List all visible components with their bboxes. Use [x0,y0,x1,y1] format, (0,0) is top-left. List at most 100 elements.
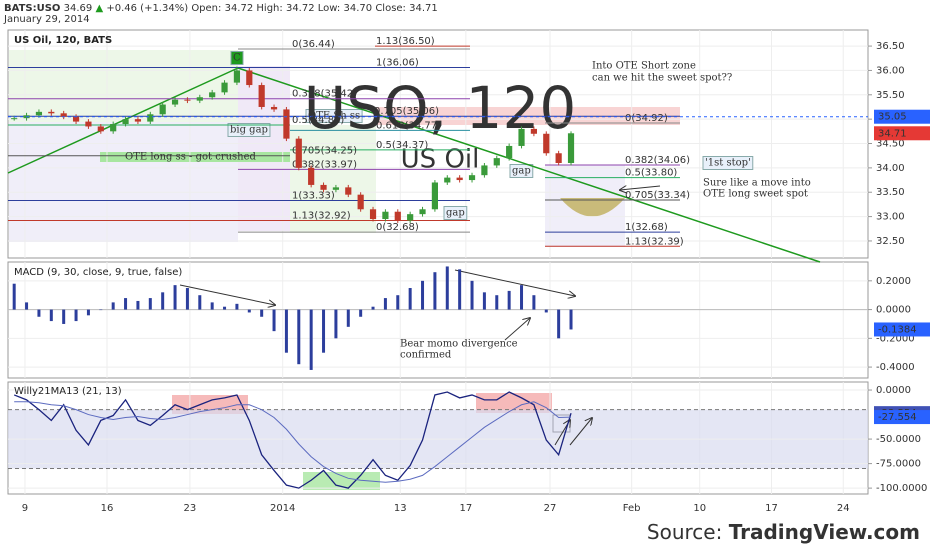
candle-body [308,167,315,185]
x-tick-label: 17 [765,503,778,514]
fib-label: 0.382(34.06) [625,155,690,166]
up-mark: ▲ [95,3,103,14]
value: 34.72 [225,3,254,14]
arrow [569,418,592,446]
arrow [179,284,275,305]
histogram-bar [458,269,462,310]
value: 34.70 [343,3,372,14]
histogram-bar [371,306,375,310]
x-tick-label: 23 [184,503,197,514]
candle-body [419,209,426,215]
histogram-bar [309,309,313,370]
macd-panel [7,261,869,379]
fib-label: 0.618(34.77) [376,120,441,131]
value: 34.72 [286,3,315,14]
label: High: [256,3,282,14]
histogram-bar [408,288,412,310]
x-tick-label: 10 [693,503,706,514]
candle-body [110,124,117,132]
zone [9,50,238,122]
annotation: gap [512,166,531,177]
fib-label: 0.5(33.80) [625,168,677,179]
candle-body [407,214,414,221]
arrow [620,186,661,190]
change: +0.46 (+1.34%) [106,3,188,14]
candle-body [431,182,438,210]
histogram-bar [359,309,363,317]
candle-body [506,145,513,159]
annotation-box [509,164,534,178]
x-tick-label: 17 [459,503,472,514]
histogram-bar [544,309,548,313]
histogram-bar [557,309,561,339]
y-tick-label: 33.50 [876,187,905,198]
candle-body [555,153,562,163]
histogram-bar [173,285,177,310]
fib-label: 0(34.92) [625,113,668,124]
x-tick-label: 27 [544,503,557,514]
candle-body [122,119,129,125]
fib-label: 0(36.44) [292,39,335,50]
x-tick-label: Feb [623,503,641,514]
histogram-bar [433,272,437,310]
fib-label: 0.705(35.06) [374,106,439,117]
histogram-bar [99,309,103,311]
histogram-bar [520,285,524,310]
candle-body [481,165,488,176]
candle-body [246,70,253,86]
price-tag-label: -27.554 [878,412,917,423]
zone [303,472,380,490]
histogram-bar [223,306,227,310]
annotation: gap [446,208,465,219]
x-tick-label: 13 [394,503,407,514]
y-tick-label: 33.00 [876,212,905,223]
candle-body [332,187,340,190]
y-tick-label: 32.50 [876,236,905,247]
y-tick-label: 36.50 [876,41,905,52]
y-tick-label: 34.50 [876,139,905,150]
histogram-bar [322,309,326,353]
price-tag-label: 35.05 [878,112,907,123]
candle-body [72,116,80,122]
y-tick-label: 34.00 [876,163,905,174]
histogram-bar [247,309,251,313]
histogram-bar [124,298,128,310]
y-tick-label: 35.50 [876,90,905,101]
histogram-bar [74,309,78,322]
histogram-bar [198,295,202,310]
last: 34.69 [64,3,93,14]
label: Low: [318,3,341,14]
trend-line [237,67,821,263]
candle-body [543,133,550,154]
source-name: TradingView.com [729,520,920,544]
annotation: '1st stop' [705,158,751,169]
histogram-bar [161,292,165,310]
price-tag-label: 34.71 [878,128,907,139]
histogram-bar [62,309,66,324]
y-tick-label: -0.4000 [876,362,915,373]
histogram-bar [532,295,536,310]
fib-label: 1.13(36.50) [376,36,435,47]
sweet-spot [560,198,625,217]
fib-label: 1.13(32.39) [625,236,684,247]
header: BATS:USO 34.69 ▲ +0.46 (+1.34%) Open: 34… [4,3,438,14]
candle-body [456,177,463,181]
label: Open: [191,3,221,14]
histogram-bar [284,309,288,353]
candle-body [258,85,265,107]
candle-body [97,126,104,132]
annotation: OTE long sweet spot [703,189,808,200]
candle-body [444,177,451,183]
zone [9,122,238,242]
candle-body [60,113,67,117]
zone [476,393,552,413]
fib-label: 1.13(32.92) [292,210,351,221]
annotation: can we hit the sweet spot?? [592,73,732,84]
candle-body [567,133,575,163]
candle-body [171,99,179,105]
histogram-bar [346,309,350,327]
candle-body [184,99,191,101]
y-tick-label: 0.0000 [876,385,911,396]
